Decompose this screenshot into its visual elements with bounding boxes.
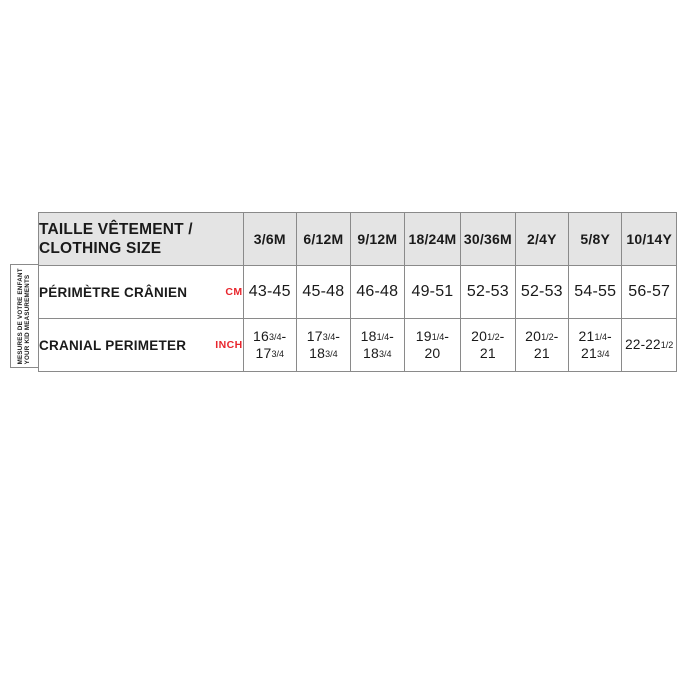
unit-label-inch: INCH: [215, 339, 243, 351]
cell-cm-9-12m: 46-48: [349, 265, 405, 319]
size-header-2-4y: 2/4Y: [514, 212, 570, 266]
row-label-cranial-perimeter: CRANIAL PERIMETER INCH: [38, 318, 244, 372]
cell-inch-5-8y: 211/4- 213/4: [568, 318, 623, 372]
table-row-cm: PÉRIMÈTRE CRÂNIEN CM 43-45 45-48 46-48 4…: [38, 265, 677, 319]
unit-label-cm: CM: [225, 286, 243, 298]
cell-cm-30-36m: 52-53: [460, 265, 516, 319]
cell-inch-6-12m: 173/4- 183/4: [295, 318, 351, 372]
size-header-6-12m: 6/12M: [295, 212, 351, 266]
size-header-30-36m: 30/36M: [460, 212, 516, 266]
cell-inch-30-36m: 201/2- 21: [460, 318, 516, 372]
cell-inch-2-4y: 201/2- 21: [514, 318, 570, 372]
side-label-rotated-text: MESURES DE VOTRE ENFANT YOUR KID MEASURE…: [17, 268, 32, 364]
measurements-side-label: MESURES DE VOTRE ENFANT YOUR KID MEASURE…: [10, 264, 38, 368]
table-header-row: TAILLE VÊTEMENT / CLOTHING SIZE 3/6M 6/1…: [38, 212, 677, 266]
cell-inch-9-12m: 181/4- 183/4: [349, 318, 405, 372]
row-label-text-inch: CRANIAL PERIMETER: [39, 337, 187, 353]
header-title-fr: TAILLE VÊTEMENT /: [39, 220, 193, 238]
size-header-18-24m: 18/24M: [403, 212, 462, 266]
size-chart: MESURES DE VOTRE ENFANT YOUR KID MEASURE…: [10, 212, 677, 372]
row-label-perimetre-cranien: PÉRIMÈTRE CRÂNIEN CM: [38, 265, 244, 319]
cell-cm-2-4y: 52-53: [514, 265, 570, 319]
header-clothing-size-title: TAILLE VÊTEMENT / CLOTHING SIZE: [38, 212, 244, 266]
side-label-line-en: YOUR KID MEASUREMENTS: [24, 274, 32, 365]
cell-cm-18-24m: 49-51: [403, 265, 462, 319]
table-row-inch: CRANIAL PERIMETER INCH 163/4- 173/4 173/4…: [38, 318, 677, 372]
cell-inch-10-14y: 22-221/2: [621, 318, 677, 372]
cell-inch-3-6m: 163/4- 173/4: [242, 318, 297, 372]
size-header-5-8y: 5/8Y: [568, 212, 623, 266]
cell-cm-5-8y: 54-55: [568, 265, 623, 319]
size-header-10-14y: 10/14Y: [621, 212, 677, 266]
size-header-3-6m: 3/6M: [242, 212, 297, 266]
row-label-text-cm: PÉRIMÈTRE CRÂNIEN: [39, 284, 188, 300]
cell-cm-3-6m: 43-45: [242, 265, 297, 319]
cell-inch-18-24m: 191/4- 20: [403, 318, 462, 372]
size-header-9-12m: 9/12M: [349, 212, 405, 266]
cell-cm-6-12m: 45-48: [295, 265, 351, 319]
clothing-size-table: TAILLE VÊTEMENT / CLOTHING SIZE 3/6M 6/1…: [38, 212, 677, 372]
cell-cm-10-14y: 56-57: [621, 265, 677, 319]
header-title-en: CLOTHING SIZE: [39, 240, 162, 257]
